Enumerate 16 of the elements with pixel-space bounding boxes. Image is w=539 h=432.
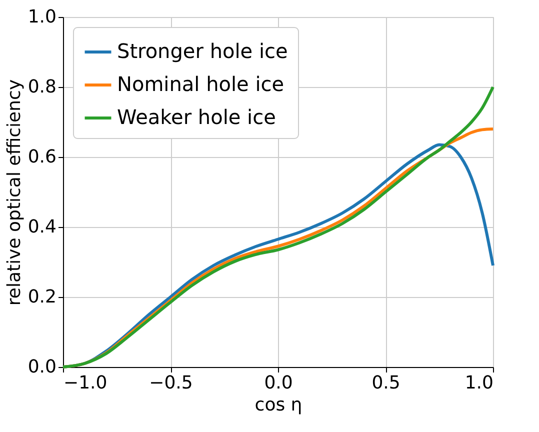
y-tick-label: 0.2 xyxy=(28,286,56,308)
y-tick-label: 0.8 xyxy=(28,76,56,98)
y-axis-title: relative optical efficiency xyxy=(4,79,25,306)
x-axis-title: cos η xyxy=(254,394,302,416)
x-tick-label: 1.0 xyxy=(464,372,494,394)
legend-label: Stronger hole ice xyxy=(117,39,288,63)
x-tick-label: 0.0 xyxy=(264,372,293,394)
legend-label: Weaker hole ice xyxy=(117,105,276,129)
x-tick-label: −0.5 xyxy=(149,372,193,394)
y-tick-label: 0.6 xyxy=(28,146,56,168)
x-tick-label: 0.5 xyxy=(372,372,400,394)
x-tick-label: −1.0 xyxy=(64,372,108,394)
y-tick-label: 0.4 xyxy=(28,216,56,238)
legend-label: Nominal hole ice xyxy=(117,72,284,96)
y-tick-label: 0.0 xyxy=(28,356,56,378)
y-tick-label: 1.0 xyxy=(28,6,56,28)
